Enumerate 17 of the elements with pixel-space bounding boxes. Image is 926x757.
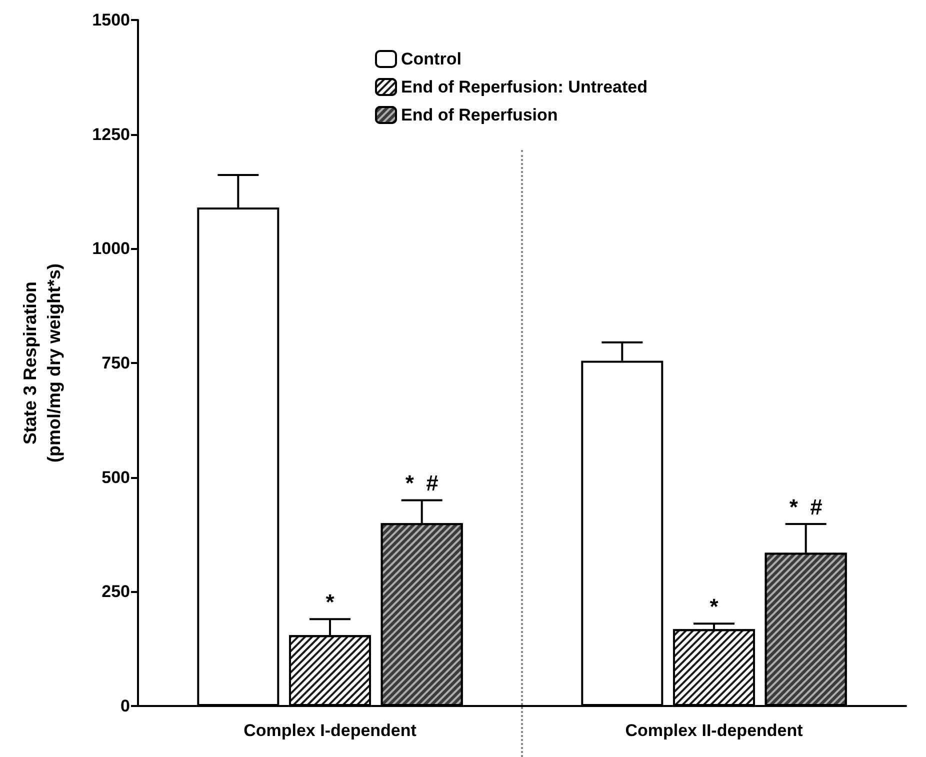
data-label: * # (405, 470, 438, 496)
y-axis-title: State 3 Respiration (pmol/mg dry weight*s) (20, 263, 64, 463)
x-tick-label: Complex II-dependent (625, 721, 804, 740)
x-tick-label: Complex I-dependent (244, 721, 417, 740)
legend-label: End of Reperfusion (401, 106, 558, 124)
y-tick-label: 750 (102, 354, 130, 372)
y-tick-label: 1500 (92, 10, 130, 30)
data-label: * # (789, 494, 822, 520)
y-tick-label: 250 (102, 582, 130, 602)
legend-label: Control (401, 50, 462, 68)
legend-label: End of Reperfusion: Untreated (401, 78, 648, 96)
y-tick-label: 1250 (92, 124, 130, 144)
y-tick-label: 1000 (92, 239, 130, 258)
data-label: * (326, 590, 335, 615)
y-tick-label: 0 (120, 696, 130, 716)
data-label: * (710, 594, 719, 620)
y-tick-label: 500 (102, 468, 130, 487)
